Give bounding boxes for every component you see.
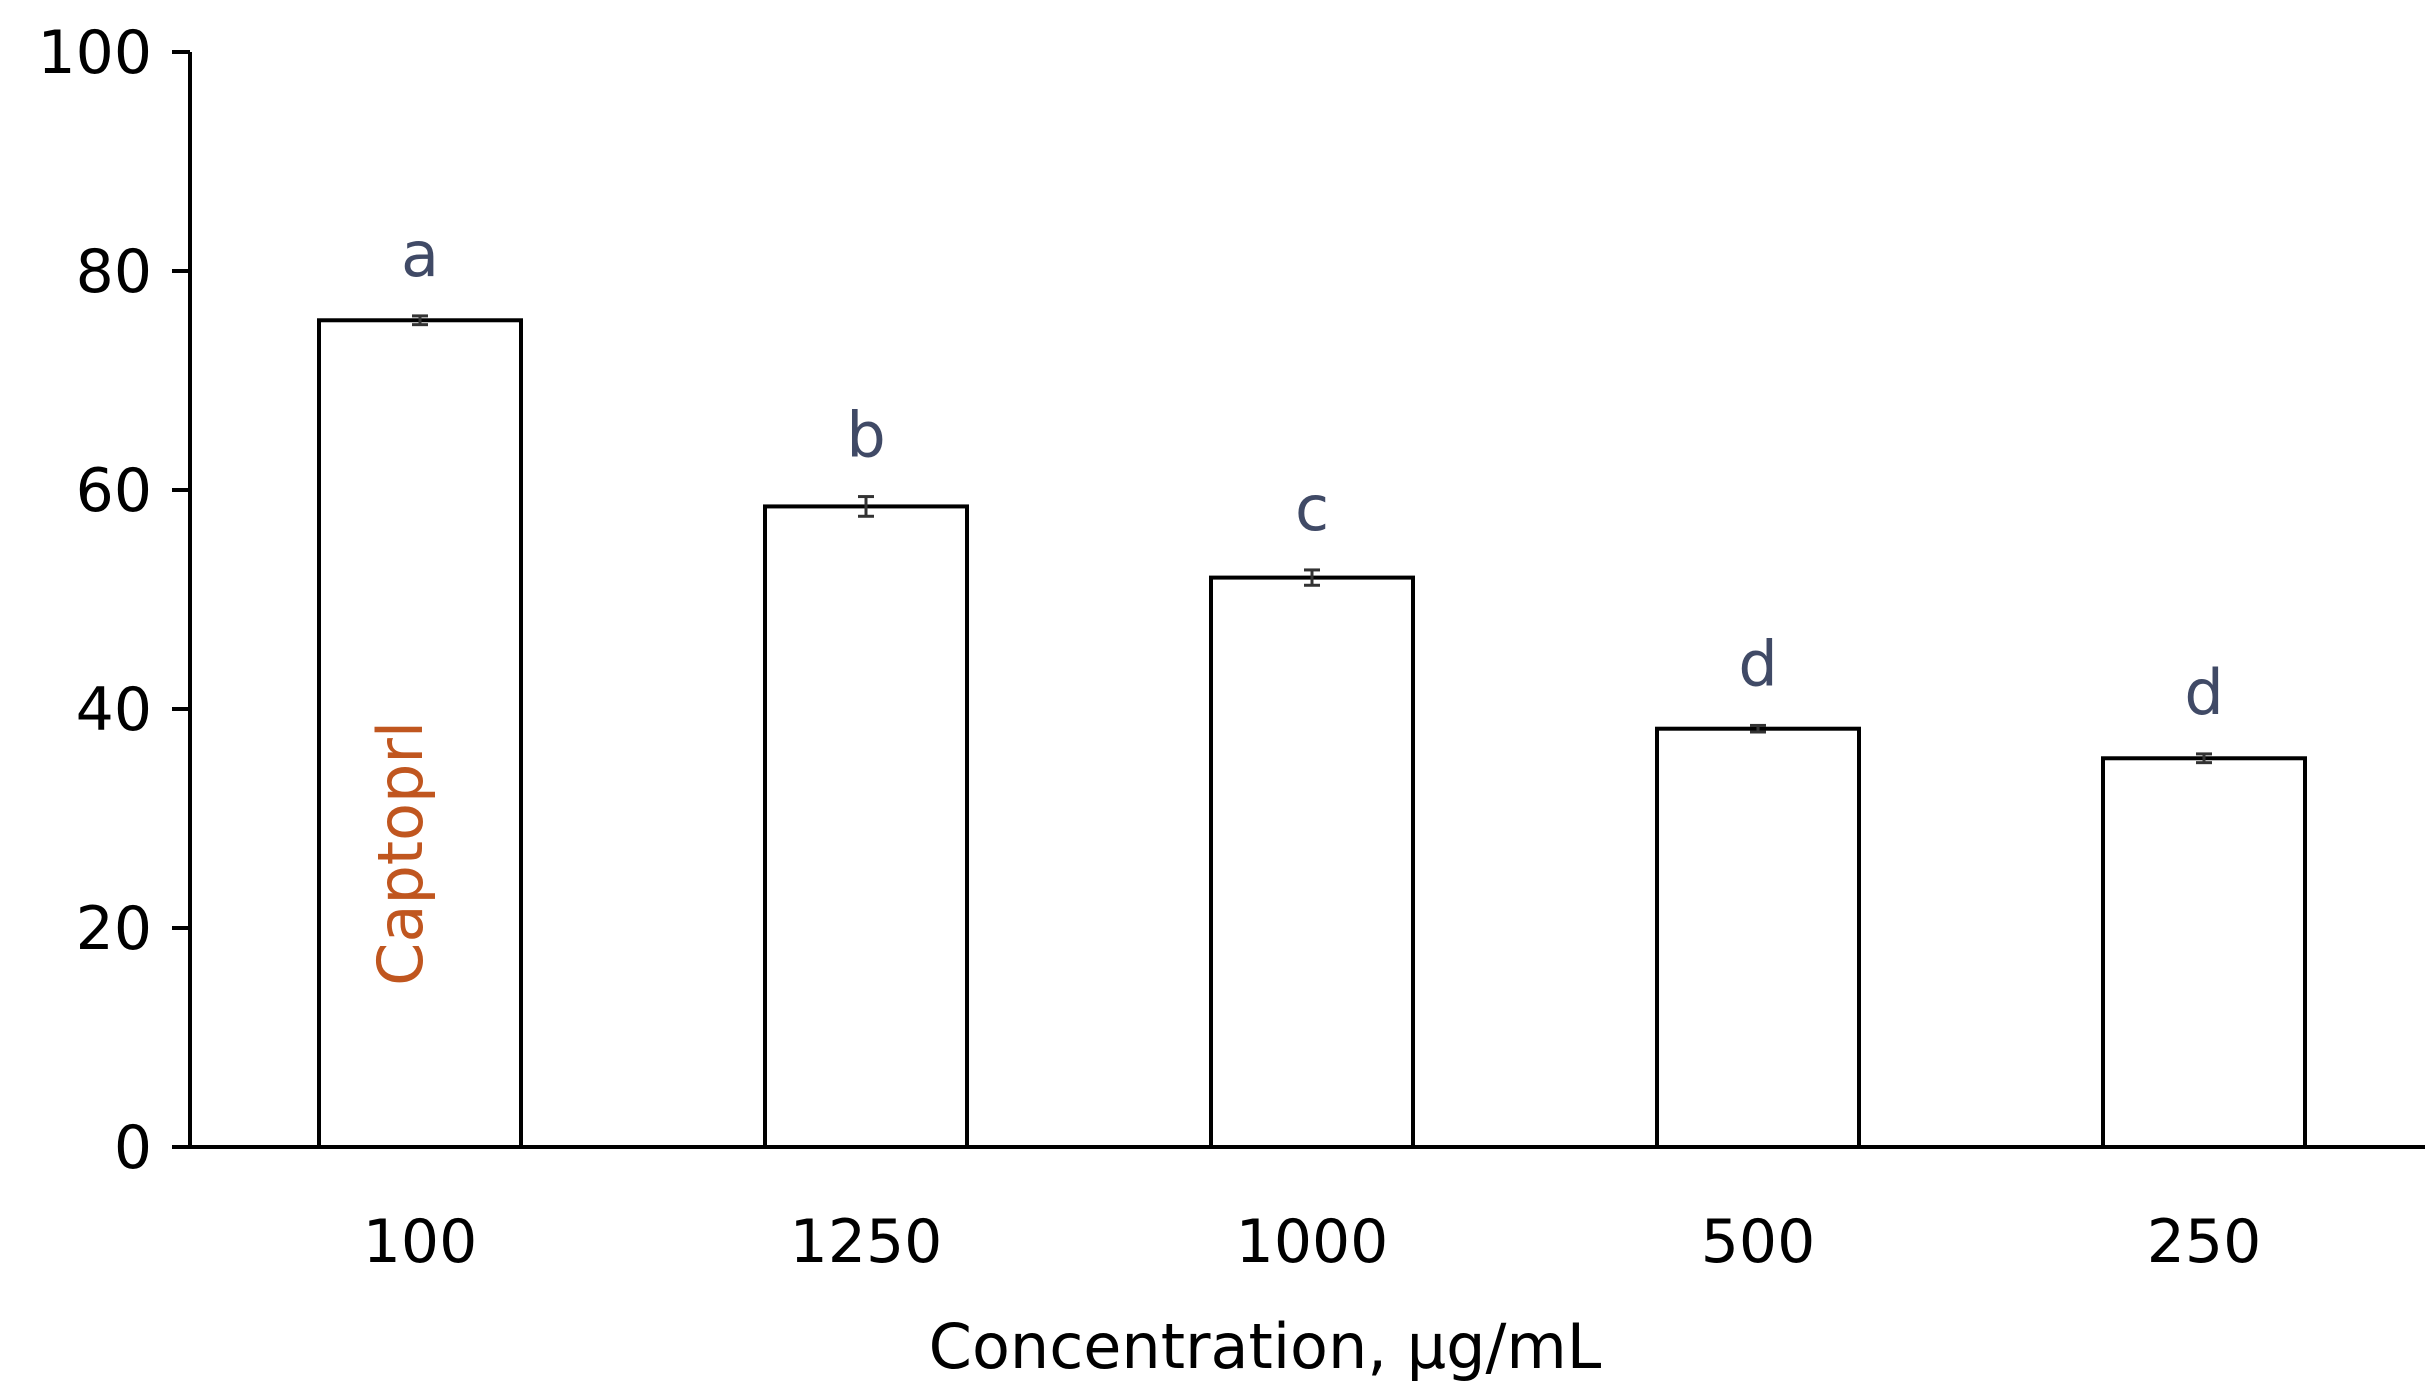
significance-letter-1000: c [1295,472,1329,545]
bar-1250 [763,504,969,1149]
y-tick-label-40: 40 [76,675,152,745]
significance-letter-250: d [2184,656,2223,729]
error-bar-100 [412,314,428,327]
x-tick-label-250: 250 [2147,1207,2262,1277]
significance-letter-500: d [1738,627,1777,700]
y-tick-label-20: 20 [76,894,152,964]
x-tick-label-1250: 1250 [790,1207,943,1277]
x-tick-label-500: 500 [1701,1207,1816,1277]
labels-layer: a 100 b 1250 c 1000 d 500 d 250 0 20 40 60 80 100 Captop… [37,18,2261,1277]
y-tick-label-60: 60 [76,456,152,526]
significance-letter-100: a [401,218,439,291]
y-tick-label-0: 0 [114,1113,152,1183]
bar-100 [317,318,523,1149]
bar-500 [1655,726,1861,1150]
bars-layer [317,314,2307,1150]
error-bar-500 [1750,723,1766,734]
significance-letter-1250: b [846,399,885,472]
error-bar-1250 [858,495,874,518]
x-tick-label-100: 100 [363,1207,478,1277]
bar-250 [2101,756,2307,1150]
y-tick-label-80: 80 [76,237,152,307]
x-tick-label-1000: 1000 [1236,1207,1389,1277]
x-axis-title: Concentration, µg/mL [929,1310,1602,1383]
bar-annotation-0: Captoprl [364,721,437,986]
y-tick-label-100: 100 [37,18,152,88]
error-bar-1000 [1304,568,1320,587]
axes-layer [172,50,2425,1149]
error-bar-250 [2196,752,2212,765]
bar-1000 [1209,575,1415,1149]
